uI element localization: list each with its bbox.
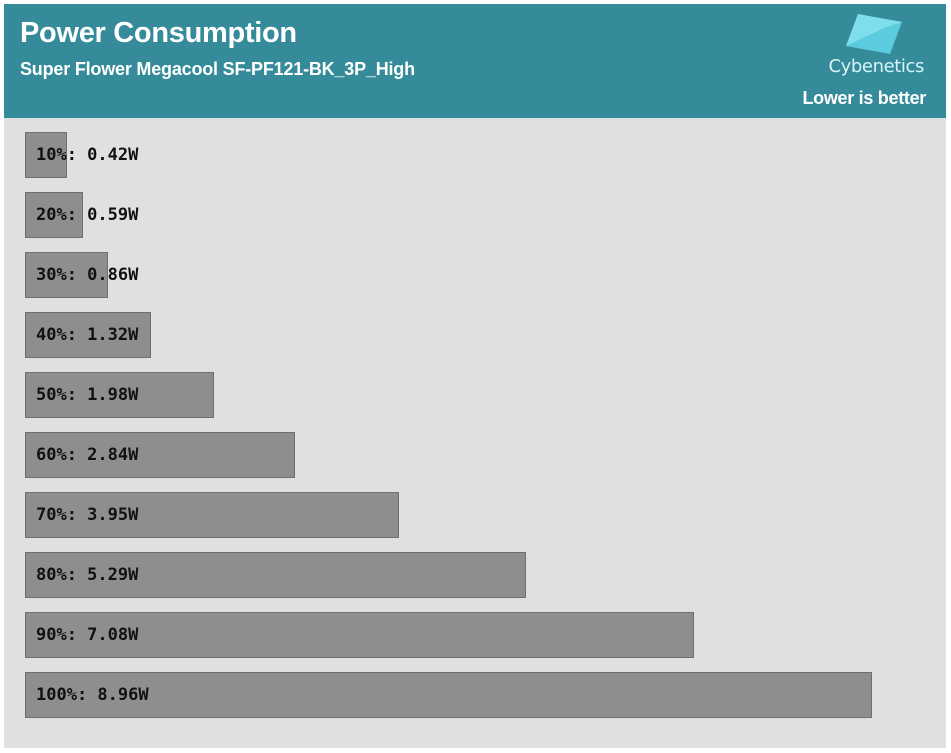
plot-area: 10%: 0.42W 20%: 0.59W 30%: 0.86W 40%: 1.32W… (4, 118, 946, 748)
chart-frame: Power Consumption Super Flower Megacool … (4, 4, 946, 748)
bar-data-label: 30%: 0.86W (36, 265, 139, 285)
bar-40pct (25, 312, 152, 358)
bar-data-label: 50%: 1.98W (36, 385, 139, 405)
bar-data-label: 90%: 7.08W (36, 625, 139, 645)
bar-data-label: 20%: 0.59W (36, 205, 139, 225)
bar-data-label: 100%: 8.96W (36, 685, 149, 705)
bar-row: 30%: 0.86W (25, 252, 897, 298)
bar-row: 60%: 2.84W (25, 432, 897, 478)
bar-data-label: 40%: 1.32W (36, 325, 139, 345)
logo-text: Cybenetics (828, 56, 924, 77)
bar-80pct (25, 552, 526, 598)
bar-data-label: 80%: 5.29W (36, 565, 139, 585)
bar-20pct (25, 192, 83, 238)
chart-title: Power Consumption (20, 17, 297, 49)
cybenetics-logo: Cybenetics (814, 14, 924, 80)
chart-subtitle: Super Flower Megacool SF-PF121-BK_3P_Hig… (20, 59, 415, 79)
bar-row: 80%: 5.29W (25, 552, 897, 598)
chart-header: Power Consumption Super Flower Megacool … (4, 4, 946, 118)
bar-row: 10%: 0.42W (25, 132, 897, 178)
bar-row: 90%: 7.08W (25, 612, 897, 658)
bar-row: 70%: 3.95W (25, 492, 897, 538)
bar-row: 50%: 1.98W (25, 372, 897, 418)
bar-70pct (25, 492, 400, 538)
bar-data-label: 10%: 0.42W (36, 145, 139, 165)
bar-data-label: 60%: 2.84W (36, 445, 139, 465)
bar-10pct (25, 132, 67, 178)
bar-row: 20%: 0.59W (25, 192, 897, 238)
bar-row: 40%: 1.32W (25, 312, 897, 358)
bar-60pct (25, 432, 295, 478)
bar-row: 100%: 8.96W (25, 672, 897, 718)
bar-90pct (25, 612, 695, 658)
bar-data-label: 70%: 3.95W (36, 505, 139, 525)
lower-is-better-note: Lower is better (802, 88, 926, 108)
cube-logo-icon (846, 14, 902, 54)
bar-30pct (25, 252, 109, 298)
bar-100pct (25, 672, 872, 718)
bar-50pct (25, 372, 214, 418)
